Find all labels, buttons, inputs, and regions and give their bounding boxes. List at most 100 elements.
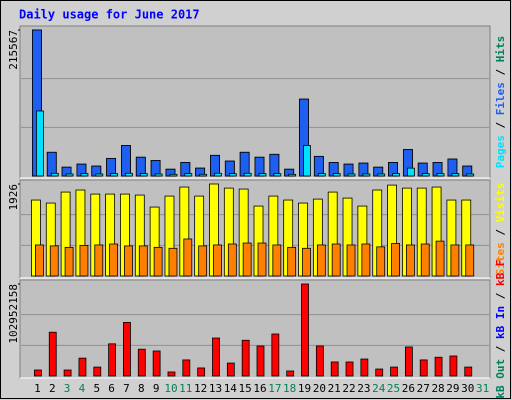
bar: [65, 173, 74, 177]
bar: [464, 366, 473, 377]
legend-entry: kB Out: [494, 359, 507, 399]
bar: [36, 110, 44, 177]
x-tick-label: 30: [461, 382, 474, 395]
bar: [273, 173, 282, 177]
x-tick-label: 17: [268, 382, 281, 395]
bar: [404, 346, 413, 377]
bar: [419, 359, 428, 377]
legend-separator: /: [494, 286, 507, 306]
bar: [420, 243, 430, 277]
x-tick-label: 4: [79, 382, 86, 395]
legend-separator: /: [494, 222, 507, 242]
x-tick-label: 2: [49, 382, 56, 395]
bar: [392, 173, 400, 177]
x-tick-label: 23: [357, 382, 370, 395]
x-tick-label: 18: [283, 382, 296, 395]
bar: [64, 246, 74, 277]
bar: [152, 350, 161, 377]
x-tick-label: 11: [179, 382, 192, 395]
bar: [434, 356, 443, 377]
legend: kB Out / kB In / kB F: [494, 259, 507, 398]
x-tick-label: 24: [372, 382, 386, 395]
bar: [94, 244, 104, 277]
bar: [227, 243, 237, 277]
bar: [79, 245, 89, 277]
bar: [271, 333, 280, 377]
bar: [450, 244, 460, 277]
x-tick-label: 31: [476, 382, 489, 395]
bar: [258, 173, 267, 177]
x-tick-label: 8: [138, 382, 145, 395]
bar: [35, 244, 44, 277]
x-tick-label: 16: [253, 382, 266, 395]
bar: [239, 151, 250, 177]
legend: Sites / Visits: [494, 183, 507, 276]
legend-entry: Files: [494, 82, 507, 115]
bar: [80, 173, 89, 177]
bar: [198, 245, 208, 277]
x-tick-label: 9: [153, 382, 160, 395]
x-tick-label: 6: [108, 382, 115, 395]
bar: [391, 243, 400, 277]
bar: [313, 155, 324, 177]
bar: [124, 245, 133, 277]
x-tick-label: 29: [446, 382, 459, 395]
bar: [332, 173, 341, 177]
legend-entry: kB In: [494, 306, 507, 339]
x-tick-label: 10: [164, 382, 177, 395]
legend-entry: Hits: [494, 36, 507, 63]
bar: [345, 361, 354, 377]
legend-entry: Visits: [494, 183, 507, 223]
bar: [377, 173, 386, 177]
bar: [287, 246, 297, 277]
x-tick-label: 20: [313, 382, 326, 395]
bar: [241, 339, 250, 377]
bar: [436, 173, 445, 177]
x-tick-label: 28: [431, 382, 444, 395]
bar: [301, 283, 309, 377]
bar: [390, 366, 398, 377]
bar: [466, 173, 475, 177]
bar: [226, 362, 235, 377]
bar: [317, 173, 326, 177]
bar: [46, 151, 57, 177]
bar: [405, 244, 415, 277]
x-tick-label: 22: [342, 382, 355, 395]
legend-separator: /: [494, 115, 507, 135]
bar: [316, 244, 326, 277]
bar: [302, 247, 311, 277]
x-tick-label: 15: [239, 382, 252, 395]
bar: [375, 368, 384, 377]
x-tick-label: 1: [34, 382, 41, 395]
bar: [330, 361, 339, 377]
bar: [63, 369, 72, 377]
bar: [135, 156, 146, 177]
bar: [125, 172, 133, 177]
bar: [168, 247, 178, 277]
bar: [34, 369, 42, 377]
bar: [184, 173, 193, 177]
bar: [286, 370, 295, 377]
y-tick-label: 102952158: [7, 284, 20, 344]
bar: [465, 244, 475, 277]
bar: [331, 243, 341, 277]
x-tick-label: 21: [328, 382, 341, 395]
bar: [108, 343, 117, 377]
bar: [214, 172, 222, 177]
bar: [183, 238, 193, 277]
bar: [197, 367, 206, 377]
bar: [269, 153, 280, 177]
bar: [139, 173, 148, 177]
bar: [406, 167, 415, 177]
bar: [243, 172, 252, 177]
bar: [199, 173, 208, 177]
bar: [361, 243, 371, 277]
bar: [254, 156, 265, 177]
bar: [121, 145, 131, 177]
bar: [48, 331, 57, 377]
bar: [242, 242, 252, 277]
bar: [346, 244, 356, 277]
bar: [347, 173, 356, 177]
